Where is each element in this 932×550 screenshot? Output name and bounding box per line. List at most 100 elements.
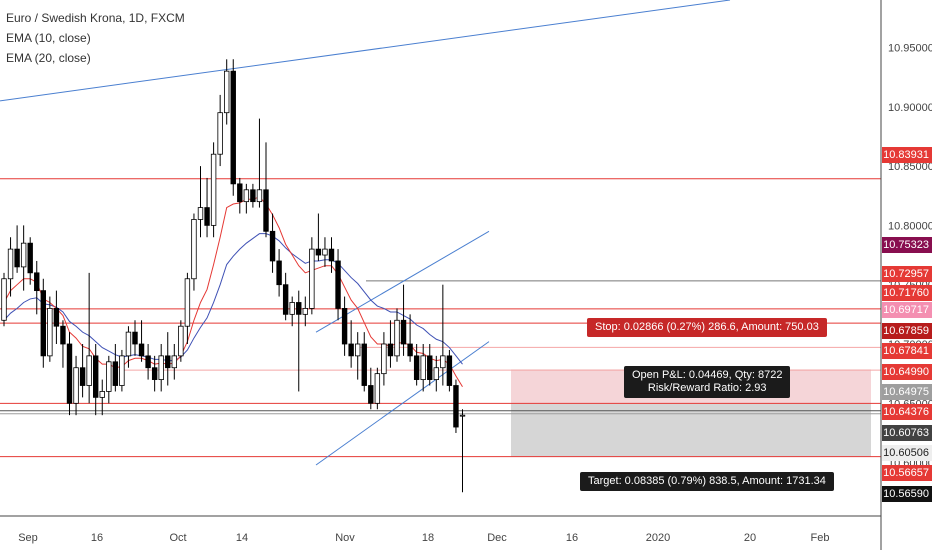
price-label: 10.60763 bbox=[882, 425, 932, 441]
time-tick-label: 16 bbox=[566, 532, 578, 544]
bear-candle-body bbox=[328, 248, 335, 262]
time-tick-label: Sep bbox=[18, 532, 38, 544]
bear-candle-body bbox=[165, 355, 171, 369]
candle bbox=[407, 314, 413, 362]
candle bbox=[322, 237, 328, 267]
bull-candle-body bbox=[243, 189, 250, 203]
legend-ema10[interactable]: EMA (10, close) bbox=[6, 31, 91, 45]
bear-candle-body bbox=[66, 343, 73, 404]
bull-candle-body bbox=[394, 319, 400, 357]
bear-candle-body bbox=[413, 355, 420, 380]
target-text: Target: 0.08385 (0.79%) 838.5, Amount: 1… bbox=[588, 475, 826, 487]
candle bbox=[165, 332, 171, 386]
bear-candle-body bbox=[269, 230, 276, 262]
candle bbox=[440, 284, 446, 386]
bull-candle-body bbox=[217, 112, 223, 155]
price-label: 10.69717 bbox=[882, 302, 932, 318]
bear-candle-body bbox=[250, 189, 256, 203]
bull-candle-body bbox=[7, 248, 14, 280]
candle bbox=[223, 59, 230, 125]
candle bbox=[7, 237, 14, 297]
time-tick-label: Feb bbox=[811, 532, 830, 544]
price-tick-label: 10.95000 bbox=[888, 42, 932, 54]
candle bbox=[151, 355, 158, 392]
candle bbox=[47, 296, 53, 362]
bear-candle-body bbox=[132, 331, 138, 345]
bull-candle-body bbox=[459, 414, 466, 417]
bull-candle-body bbox=[86, 355, 92, 386]
bear-candle-body bbox=[60, 325, 66, 345]
candle bbox=[420, 344, 426, 392]
bear-candle-body bbox=[237, 183, 243, 203]
bear-candle-body bbox=[387, 343, 394, 357]
time-tick-label: Nov bbox=[335, 532, 355, 544]
candle bbox=[269, 213, 276, 273]
ema20-line bbox=[3, 233, 463, 365]
candle bbox=[178, 320, 184, 362]
legend-ema20[interactable]: EMA (20, close) bbox=[6, 51, 91, 65]
candle bbox=[99, 379, 105, 416]
bull-candle-body bbox=[119, 355, 125, 386]
bull-candle-body bbox=[197, 207, 204, 220]
bull-candle-body bbox=[433, 367, 439, 380]
bear-candle-body bbox=[27, 242, 33, 274]
bull-candle-body bbox=[178, 325, 184, 357]
candle bbox=[400, 284, 407, 356]
bull-candle-body bbox=[106, 361, 112, 392]
ema10-line bbox=[3, 196, 463, 387]
bull-candle-body bbox=[381, 343, 387, 375]
bear-candle-body bbox=[348, 343, 354, 357]
candle bbox=[315, 213, 322, 261]
candle bbox=[14, 225, 20, 273]
candle bbox=[374, 367, 381, 410]
legend-symbol[interactable]: Euro / Swedish Krona, 1D, FXCM bbox=[6, 11, 185, 25]
candle bbox=[145, 344, 151, 380]
target-tooltip: Target: 0.08385 (0.79%) 838.5, Amount: 1… bbox=[580, 472, 834, 491]
candle bbox=[335, 249, 341, 321]
bull-candle-body bbox=[184, 278, 191, 327]
candle bbox=[191, 213, 197, 291]
bear-candle-body bbox=[335, 260, 341, 309]
candle bbox=[354, 332, 361, 380]
candle bbox=[296, 290, 302, 392]
candle bbox=[1, 272, 7, 327]
candle bbox=[204, 177, 210, 238]
bear-candle-body bbox=[93, 355, 99, 398]
candle bbox=[197, 166, 204, 238]
candle bbox=[282, 272, 289, 321]
bear-candle-body bbox=[296, 302, 302, 315]
chart-legend: Euro / Swedish Krona, 1D, FXCM EMA (10, … bbox=[6, 8, 185, 68]
candle bbox=[27, 237, 33, 285]
bear-candle-body bbox=[53, 308, 60, 327]
bull-candle-body bbox=[354, 343, 361, 357]
candle bbox=[361, 332, 367, 392]
bull-candle-body bbox=[1, 278, 7, 321]
bull-candle-body bbox=[309, 248, 315, 309]
time-tick-label: Oct bbox=[169, 532, 186, 544]
bear-candle-body bbox=[276, 260, 282, 286]
price-label: 10.64376 bbox=[882, 404, 932, 420]
bear-candle-body bbox=[446, 355, 453, 386]
candle bbox=[40, 278, 46, 368]
candle bbox=[79, 344, 86, 398]
candle bbox=[348, 320, 354, 368]
candle bbox=[34, 260, 40, 315]
candle bbox=[171, 344, 177, 380]
price-tick-label: 10.80000 bbox=[888, 220, 932, 232]
candle bbox=[73, 355, 79, 416]
candle bbox=[256, 118, 263, 208]
bear-candle-body bbox=[400, 319, 407, 345]
bull-candle-body bbox=[47, 308, 53, 357]
candle bbox=[453, 379, 459, 433]
bear-candle-body bbox=[145, 355, 151, 369]
bull-candle-body bbox=[171, 355, 177, 369]
candle bbox=[243, 183, 250, 214]
candle bbox=[132, 320, 138, 356]
candle bbox=[210, 142, 217, 238]
bull-candle-body bbox=[20, 242, 27, 268]
bull-candle-body bbox=[322, 248, 328, 256]
candle bbox=[328, 237, 335, 273]
candle bbox=[289, 296, 295, 327]
